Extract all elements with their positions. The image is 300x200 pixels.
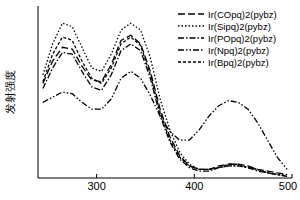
x-tick-label: 300 [87,180,105,192]
series-line [43,23,287,174]
chart-svg: 300 400 500 发射强度 Ir(COpq)2(pybz)Ir(Sipq)2(py… [0,0,300,200]
series-line [43,37,287,176]
x-tick-label: 400 [185,180,203,192]
plot-lines [43,23,287,176]
legend-swatch [178,49,204,50]
legend-swatch [178,37,204,38]
legend-swatch [178,25,204,26]
legend-label: Ir(POpq)2(pybz) [208,33,276,44]
x-tick [292,174,293,178]
legend-label: Ir(Bpq)2(pybz) [208,57,269,68]
y-axis [38,6,39,178]
legend-label: Ir(Npq)2(pybz) [208,45,269,56]
x-tick [194,174,195,178]
y-axis-label: 发射强度 [4,70,17,114]
chart: 300 400 500 发射强度 Ir(COpq)2(pybz)Ir(Sipq)2(py… [0,0,300,200]
legend-swatch [178,61,204,62]
series-line [43,71,287,169]
x-tick [96,174,97,178]
legend-label: Ir(COpq)2(pybz) [208,9,277,20]
legend-swatch [178,13,204,14]
x-tick-label: 500 [279,180,297,192]
legend-label: Ir(Sipq)2(pybz) [208,21,271,32]
x-axis [38,178,292,179]
series-line [43,44,287,176]
